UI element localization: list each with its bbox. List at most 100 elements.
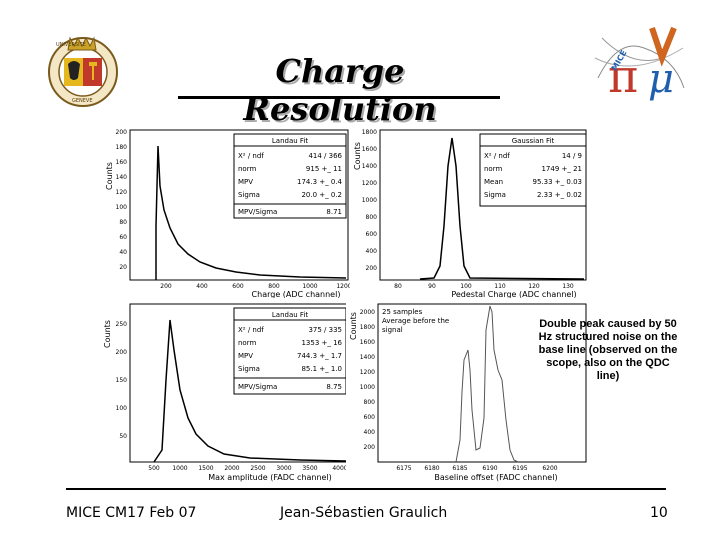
chart-landau-charge: 200 180 160 140 120 100 80 60 40 20 200 …: [100, 126, 352, 299]
logo-text-top: UNIVERSITE: [56, 42, 86, 48]
bl-ytick: 200: [116, 349, 128, 356]
tl-xtick: 400: [196, 283, 208, 290]
svg-text:norm: norm: [238, 339, 256, 347]
mice-logo: π μ MICE: [590, 18, 690, 108]
br-ytick: 200: [364, 444, 376, 451]
slide-number: 10: [650, 505, 668, 521]
tl-xtick: 800: [268, 283, 280, 290]
svg-text:MPV: MPV: [238, 352, 253, 360]
bl-histogram: [153, 319, 347, 463]
svg-text:Sigma: Sigma: [484, 191, 506, 199]
svg-text:μ: μ: [648, 56, 674, 102]
svg-text:norm: norm: [484, 165, 502, 173]
bl-legend: Landau Fit X² / ndf 375 / 335 norm 1353 +_…: [233, 307, 347, 395]
tl-ytick: 120: [116, 189, 128, 196]
br-xtick: 6190: [482, 465, 497, 472]
svg-text:Sigma: Sigma: [238, 365, 260, 373]
chart-baseline-offset: 2000 1800 1600 1400 1200 1000 800 600 40…: [346, 300, 590, 484]
bl-xtick: 1500: [198, 465, 213, 472]
svg-text:Landau Fit: Landau Fit: [272, 311, 308, 319]
bl-xtick: 4000: [332, 465, 347, 472]
svg-text:Sigma: Sigma: [238, 191, 260, 199]
chart-landau-max-amplitude: 250 200 150 100 50 500 1000 1500 2000 25…: [100, 300, 350, 484]
svg-text:95.33 +_ 0.03: 95.33 +_ 0.03: [533, 178, 582, 186]
svg-text:X² / ndf: X² / ndf: [484, 152, 510, 160]
br-xtick: 6200: [542, 465, 557, 472]
br-ytick: 1800: [360, 324, 375, 331]
br-xtick: 6195: [512, 465, 527, 472]
svg-text:1749 +_ 21: 1749 +_ 21: [541, 165, 582, 173]
bl-xtick: 2000: [224, 465, 239, 472]
tr-ytick: 1600: [362, 146, 377, 153]
tr-xtick: 80: [394, 283, 402, 290]
br-ytick: 1600: [360, 339, 375, 346]
br-ytick: 400: [364, 429, 376, 436]
svg-text:85.1 +_ 1.0: 85.1 +_ 1.0: [301, 365, 342, 373]
tr-histogram: [419, 137, 585, 280]
br-ytick: 2000: [360, 309, 375, 316]
bl-ytick: 100: [116, 405, 128, 412]
br-xtick: 6180: [424, 465, 439, 472]
note-double-peak: Double peak caused by 50 Hz structured n…: [538, 318, 678, 382]
svg-text:14 / 9: 14 / 9: [562, 152, 582, 160]
svg-text:8.71: 8.71: [326, 208, 342, 216]
tr-ytick: 800: [366, 214, 378, 221]
tr-ytick: 400: [366, 248, 378, 255]
tl-ytick: 180: [116, 144, 128, 151]
br-histogram: [455, 305, 519, 463]
br-xtick: 6185: [452, 465, 467, 472]
footer-center: Jean-Sébastien Graulich: [280, 505, 448, 521]
tl-ytick: 20: [119, 264, 127, 271]
svg-text:414 / 366: 414 / 366: [308, 152, 342, 160]
bl-ytick: 50: [119, 433, 127, 440]
tr-ylabel: Counts: [353, 142, 362, 170]
svg-text:915 +_ 11: 915 +_ 11: [306, 165, 342, 173]
svg-text:Landau Fit: Landau Fit: [272, 137, 308, 145]
footer-left: MICE CM17 Feb 07: [66, 505, 197, 521]
tr-ytick: 600: [366, 231, 378, 238]
chart-gaussian-pedestal: 1800 1600 1400 1200 1000 800 600 400 200…: [350, 126, 590, 299]
bl-ytick: 250: [116, 321, 128, 328]
svg-text:X² / ndf: X² / ndf: [238, 326, 264, 334]
tr-xtick: 130: [562, 283, 574, 290]
br-ylabel: Counts: [349, 312, 358, 340]
tl-ytick: 80: [119, 219, 127, 226]
svg-text:Mean: Mean: [484, 178, 503, 186]
page-title: Charge Resolution: [243, 52, 437, 128]
tl-ytick: 140: [116, 174, 128, 181]
bl-ytick: 150: [116, 377, 128, 384]
svg-text:Gaussian Fit: Gaussian Fit: [512, 137, 555, 145]
tl-xtick: 1200: [336, 283, 350, 290]
tr-legend: Gaussian Fit X² / ndf 14 / 9 norm 1749 +_ …: [479, 133, 587, 207]
tr-ytick: 1400: [362, 163, 377, 170]
tr-ytick: 1200: [362, 180, 377, 187]
svg-text:π: π: [608, 49, 638, 103]
tr-ytick: 200: [366, 265, 378, 272]
university-geneva-logo: UNIVERSITE GENEVE: [42, 28, 124, 110]
tr-ytick: 1800: [362, 129, 377, 136]
tl-xtick: 600: [232, 283, 244, 290]
svg-text:375 / 335: 375 / 335: [308, 326, 342, 334]
tl-xlabel: Charge (ADC channel): [252, 290, 341, 298]
tl-ytick: 60: [119, 234, 127, 241]
tl-ytick: 200: [116, 129, 128, 136]
br-ytick: 600: [364, 414, 376, 421]
svg-text:2.33 +_ 0.02: 2.33 +_ 0.02: [537, 191, 582, 199]
bl-ylabel: Counts: [103, 320, 112, 348]
tl-ylabel: Counts: [105, 162, 114, 190]
svg-text:X² / ndf: X² / ndf: [238, 152, 264, 160]
svg-text:8.75: 8.75: [326, 383, 342, 391]
footer-rule: [66, 488, 666, 490]
svg-text:norm: norm: [238, 165, 256, 173]
bl-xtick: 3000: [276, 465, 291, 472]
tl-xtick: 1000: [302, 283, 317, 290]
bl-xtick: 3500: [302, 465, 317, 472]
br-ytick: 1200: [360, 369, 375, 376]
br-ytick: 1000: [360, 384, 375, 391]
bl-xtick: 2500: [250, 465, 265, 472]
tr-xtick: 120: [528, 283, 540, 290]
tl-ytick: 160: [116, 159, 128, 166]
svg-text:MPV: MPV: [238, 178, 253, 186]
title-rule: [178, 96, 500, 99]
bl-xlabel: Max amplitude (FADC channel): [208, 473, 332, 482]
